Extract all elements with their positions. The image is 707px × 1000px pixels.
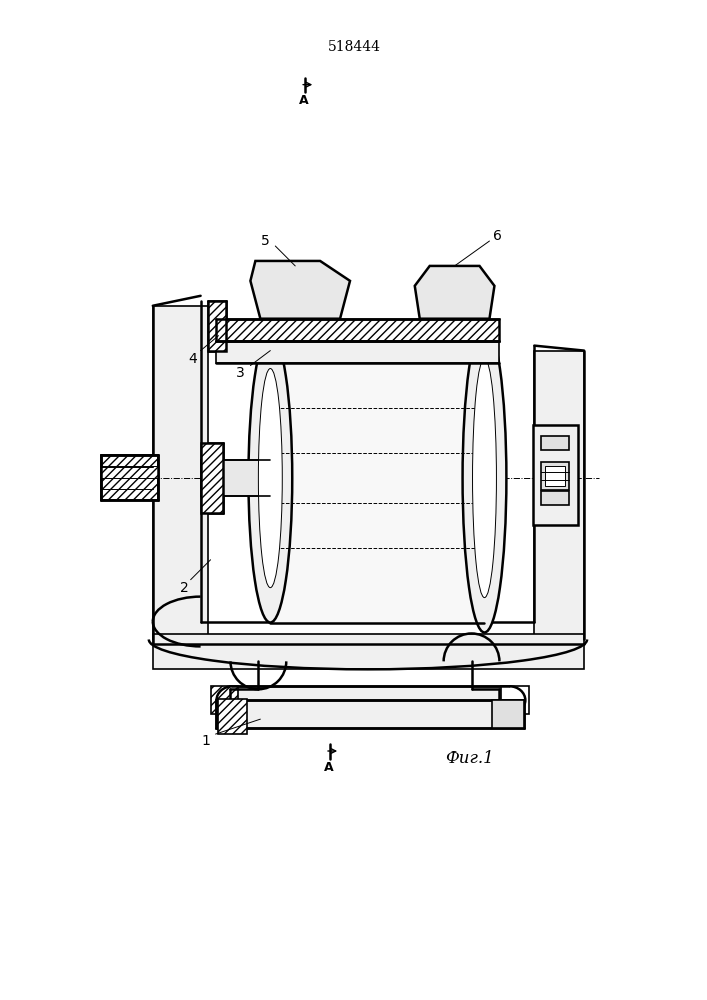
Text: 5: 5: [261, 234, 270, 248]
Text: 2: 2: [180, 581, 189, 595]
Text: 4: 4: [188, 352, 197, 366]
Text: A: A: [325, 761, 334, 774]
Bar: [101, 455, 158, 500]
Text: 6: 6: [493, 229, 502, 243]
Text: 3: 3: [236, 366, 245, 380]
Ellipse shape: [258, 369, 282, 588]
Polygon shape: [250, 261, 350, 319]
Text: Фиг.1: Фиг.1: [445, 750, 494, 767]
Bar: [153, 306, 208, 639]
Bar: [545, 466, 565, 486]
Bar: [201, 443, 223, 513]
Bar: [101, 455, 158, 500]
Bar: [501, 686, 530, 714]
Bar: [270, 334, 484, 623]
Bar: [542, 436, 569, 450]
Text: 1: 1: [201, 734, 210, 748]
Bar: [216, 700, 525, 728]
Text: A: A: [299, 94, 309, 107]
Bar: [218, 699, 247, 734]
Ellipse shape: [248, 334, 292, 623]
Text: 518444: 518444: [327, 40, 380, 54]
Bar: [533, 425, 578, 525]
Bar: [208, 301, 226, 351]
Ellipse shape: [472, 359, 496, 598]
Bar: [534, 351, 584, 639]
Bar: [493, 700, 525, 728]
Bar: [201, 460, 270, 496]
Bar: [211, 686, 238, 714]
Bar: [216, 319, 499, 341]
Bar: [216, 341, 499, 363]
Bar: [542, 491, 569, 505]
Bar: [101, 466, 158, 478]
Polygon shape: [415, 266, 494, 319]
Bar: [230, 686, 509, 714]
Bar: [542, 462, 569, 490]
Bar: [153, 634, 584, 669]
Ellipse shape: [462, 324, 506, 632]
